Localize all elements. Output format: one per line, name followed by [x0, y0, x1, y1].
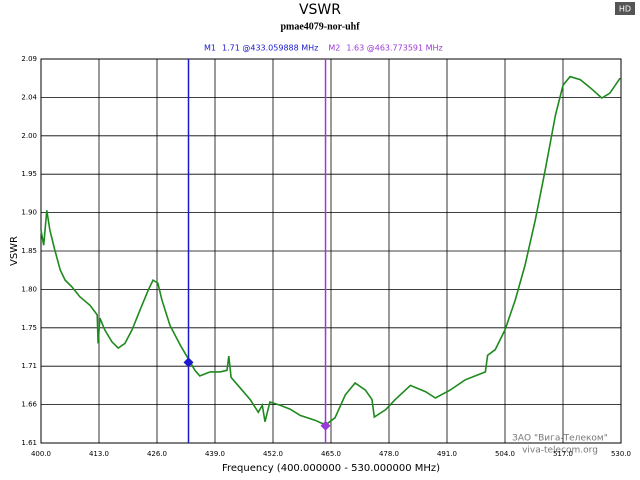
x-tick-label: 478.0: [379, 450, 399, 458]
watermark: ЗАО "Вига-Телеком": [512, 434, 608, 444]
watermark: viva-telecom.org: [522, 446, 598, 456]
x-tick-label: 426.0: [147, 450, 167, 458]
y-tick-label: 2.09: [21, 55, 37, 63]
hd-badge-label[interactable]: HD: [619, 5, 631, 14]
y-tick-label: 2.00: [21, 132, 37, 140]
y-tick-label: 1.85: [21, 247, 37, 255]
marker-name: M1: [204, 44, 216, 53]
y-tick-label: 1.75: [21, 324, 37, 332]
y-tick-label: 1.90: [21, 209, 37, 217]
hd-badge[interactable]: [615, 2, 635, 15]
plot-frame: [40, 58, 622, 444]
x-axis-label: Frequency (400.000000 - 530.000000 MHz): [222, 463, 440, 474]
y-tick-label: 1.71: [21, 362, 37, 370]
marker-label: 1.63 @463.773591 MHz: [346, 44, 442, 53]
x-tick-label: 400.0: [31, 450, 51, 458]
x-tick-label: 413.0: [89, 450, 109, 458]
x-tick-label: 517.0: [553, 450, 573, 458]
chart-subtitle: pmae4079-nor-uhf: [280, 21, 360, 32]
x-tick-label: 465.0: [321, 450, 341, 458]
marker-point: [183, 357, 194, 368]
x-tick-label: 439.0: [205, 450, 225, 458]
y-axis-label: VSWR: [9, 236, 20, 266]
x-tick-label: 452.0: [263, 450, 283, 458]
chart-title: VSWR: [299, 2, 341, 18]
marker-name: M2: [328, 44, 340, 53]
marker-label: 1.71 @433.059888 MHz: [222, 44, 318, 53]
series-line: [40, 75, 621, 426]
y-tick-label: 1.66: [21, 401, 37, 409]
x-tick-label: 491.0: [437, 450, 457, 458]
x-tick-label: 504.0: [495, 450, 515, 458]
y-tick-label: 1.95: [21, 170, 37, 178]
x-tick-label: 530.0: [611, 450, 631, 458]
y-tick-label: 2.04: [21, 93, 37, 101]
marker-point: [320, 420, 331, 431]
y-tick-label: 1.61: [21, 439, 37, 447]
y-tick-label: 1.80: [21, 285, 37, 293]
